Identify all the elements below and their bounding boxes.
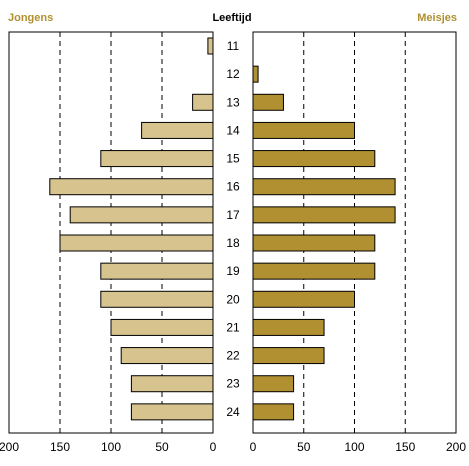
- bar-jongens-13: [192, 93, 214, 111]
- category-label: 11: [227, 39, 240, 53]
- tick-label-left: 150: [50, 440, 70, 454]
- category-label: 17: [226, 208, 240, 222]
- tick-label-left: 100: [101, 440, 121, 454]
- bar-jongens-17: [69, 206, 214, 224]
- bar-jongens-24: [130, 403, 214, 421]
- category-label: 20: [226, 292, 240, 306]
- bar-jongens-11: [207, 37, 214, 55]
- bar-meisjes-19: [252, 262, 376, 280]
- category-label: 15: [226, 152, 240, 166]
- bar-meisjes-12: [252, 65, 259, 83]
- bar-jongens-19: [100, 262, 214, 280]
- bar-meisjes-20: [252, 290, 355, 308]
- tick-label-left: 50: [155, 440, 169, 454]
- bar-meisjes-17: [252, 206, 396, 224]
- bar-meisjes-16: [252, 178, 396, 196]
- category-label: 18: [226, 236, 240, 250]
- bar-meisjes-21: [252, 318, 325, 336]
- category-label: 23: [226, 377, 240, 391]
- tick-label-right: 0: [250, 440, 257, 454]
- bar-jongens-14: [141, 121, 214, 139]
- bar-meisjes-22: [252, 347, 325, 365]
- category-label: 21: [226, 320, 240, 334]
- bar-jongens-23: [130, 375, 214, 393]
- category-label: 24: [226, 405, 240, 419]
- bar-meisjes-23: [252, 375, 295, 393]
- bar-jongens-16: [49, 178, 214, 196]
- tick-label-right: 100: [344, 440, 364, 454]
- bar-jongens-22: [120, 347, 214, 365]
- bar-meisjes-14: [252, 121, 355, 139]
- tick-label-right: 150: [395, 440, 415, 454]
- bar-jongens-18: [59, 234, 214, 252]
- tick-label-right: 200: [446, 440, 466, 454]
- category-label: 12: [226, 67, 240, 81]
- category-label: 16: [226, 180, 240, 194]
- bar-meisjes-13: [252, 93, 284, 111]
- tick-label-left: 200: [0, 440, 19, 454]
- category-label: 13: [226, 95, 240, 109]
- category-label: 22: [226, 349, 240, 363]
- bar-meisjes-15: [252, 150, 376, 168]
- category-label: 14: [226, 123, 240, 137]
- bar-jongens-20: [100, 290, 214, 308]
- bar-meisjes-24: [252, 403, 295, 421]
- tick-label-right: 50: [297, 440, 311, 454]
- bar-jongens-15: [100, 150, 214, 168]
- bar-jongens-21: [110, 318, 214, 336]
- bar-meisjes-18: [252, 234, 376, 252]
- legend-meisjes: Meisjes: [417, 12, 457, 24]
- category-label: 19: [226, 264, 240, 278]
- chart-title: Leeftijd: [212, 12, 251, 24]
- legend-jongens: Jongens: [8, 12, 53, 24]
- tick-label-left: 0: [210, 440, 217, 454]
